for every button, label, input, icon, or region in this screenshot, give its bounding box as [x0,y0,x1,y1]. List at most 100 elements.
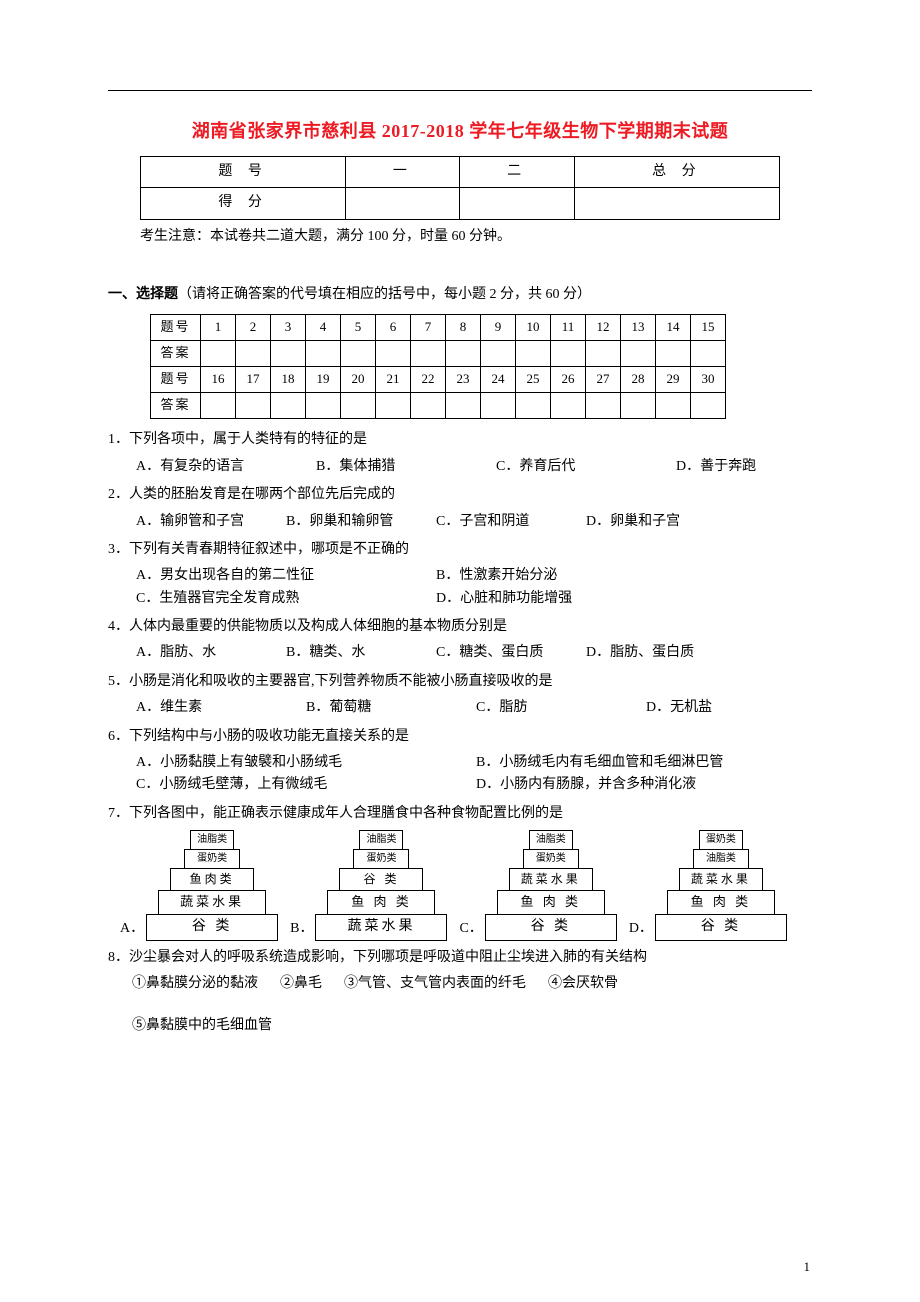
pyramid-option: A．油脂类蛋奶类鱼肉类蔬菜水果谷 类 [120,831,278,940]
q1-choice-c: C．养育后代 [496,456,676,478]
q5-choice-c: C．脂肪 [476,697,646,719]
at-a [446,341,481,367]
at-a [656,393,691,419]
section1-label-rest: （请将正确答案的代号填在相应的括号中，每小题 2 分，共 60 分） [178,287,591,302]
pyramid-row: 谷 类 [146,914,278,940]
at-label-0: 题号 [151,315,201,341]
q8-item-5: ⑤鼻黏膜中的毛细血管 [108,1015,812,1037]
answer-row-nums2: 题号 16 17 18 19 20 21 22 23 24 25 26 27 2… [151,367,726,393]
pyramid: 油脂类蛋奶类谷 类鱼 肉 类蔬菜水果 [315,831,447,940]
at-n: 5 [341,315,376,341]
q6-choice-d: D．小肠内有肠腺，并含多种消化液 [476,774,776,796]
q5-stem: 5．小肠是消化和吸收的主要器官,下列营养物质不能被小肠直接吸收的是 [108,671,812,693]
q2-choice-a: A．输卵管和子宫 [136,511,286,533]
q8-item-4: ④会厌软骨 [548,973,618,995]
pyramid: 蛋奶类油脂类蔬菜水果鱼 肉 类谷 类 [655,831,787,940]
q6-stem: 6．下列结构中与小肠的吸收功能无直接关系的是 [108,726,812,748]
at-n: 12 [586,315,621,341]
pyramid-row: 蛋奶类 [353,849,409,869]
pyramid-row: 油脂类 [693,849,749,869]
q4-stem: 4．人体内最重要的供能物质以及构成人体细胞的基本物质分别是 [108,616,812,638]
at-a [341,341,376,367]
q8-items-line1: ①鼻黏膜分泌的黏液 ②鼻毛 ③气管、支气管内表面的纤毛 ④会厌软骨 [108,973,812,995]
q8-num: 8． [108,950,129,965]
at-a [411,341,446,367]
q7-num: 7． [108,806,129,821]
pyramid-option: D．蛋奶类油脂类蔬菜水果鱼 肉 类谷 类 [629,831,787,940]
question-6: 6．下列结构中与小肠的吸收功能无直接关系的是 A．小肠黏膜上有皱襞和小肠绒毛 B… [108,726,812,797]
at-a [306,393,341,419]
at-a [691,341,726,367]
q7-text: 下列各图中，能正确表示健康成年人合理膳食中各种食物配置比例的是 [129,806,563,821]
at-a [586,393,621,419]
at-a [271,341,306,367]
at-a [376,393,411,419]
answer-table: 题号 1 2 3 4 5 6 7 8 9 10 11 12 13 14 15 答… [150,314,726,419]
q3-text: 下列有关青春期特征叙述中，哪项是不正确的 [129,542,409,557]
q5-choice-a: A．维生素 [136,697,306,719]
q1-choice-a: A．有复杂的语言 [136,456,316,478]
q6-choice-a: A．小肠黏膜上有皱襞和小肠绒毛 [136,752,476,774]
score-header-row: 题 号 一 二 总 分 [141,156,780,187]
at-a [201,393,236,419]
score-table: 题 号 一 二 总 分 得 分 [140,156,780,220]
pyramid-row: 油脂类 [359,830,403,850]
at-a [586,341,621,367]
q5-choice-b: B．葡萄糖 [306,697,476,719]
section1-label-bold: 一、选择题 [108,287,178,302]
q3-choices: A．男女出现各自的第二性征 B．性激素开始分泌 C．生殖器官完全发育成熟 D．心… [108,565,812,610]
pyramid-option-label: A． [120,918,144,940]
at-n: 17 [236,367,271,393]
score-row-label: 得 分 [141,188,346,219]
pyramid: 油脂类蛋奶类鱼肉类蔬菜水果谷 类 [146,831,278,940]
at-a [201,341,236,367]
at-a [236,341,271,367]
at-n: 18 [271,367,306,393]
q2-num: 2． [108,487,129,502]
at-n: 27 [586,367,621,393]
at-a [376,341,411,367]
at-n: 7 [411,315,446,341]
at-n: 22 [411,367,446,393]
at-a [516,341,551,367]
at-a [306,341,341,367]
at-n: 14 [656,315,691,341]
at-n: 16 [201,367,236,393]
at-label-2: 题号 [151,367,201,393]
q5-text: 小肠是消化和吸收的主要器官,下列营养物质不能被小肠直接吸收的是 [129,674,553,689]
at-n: 1 [201,315,236,341]
exam-title: 湖南省张家界市慈利县 2017-2018 学年七年级生物下学期期末试题 [108,117,812,146]
q4-choice-d: D．脂肪、蛋白质 [586,642,736,664]
at-n: 13 [621,315,656,341]
q8-item-1: ①鼻黏膜分泌的黏液 [132,973,258,995]
at-n: 4 [306,315,341,341]
pyramid-row: 蔬菜水果 [679,868,763,891]
at-a [551,341,586,367]
score-cell-2 [460,188,574,219]
at-n: 25 [516,367,551,393]
q1-choice-b: B．集体捕猎 [316,456,496,478]
pyramid-row: 蛋奶类 [699,830,743,850]
q1-num: 1． [108,432,129,447]
at-n: 24 [481,367,516,393]
pyramid: 油脂类蛋奶类蔬菜水果鱼 肉 类谷 类 [485,831,617,940]
pyramid-row: 谷 类 [485,914,617,940]
at-n: 23 [446,367,481,393]
q2-stem: 2．人类的胚胎发育是在哪两个部位先后完成的 [108,484,812,506]
q7-pyramids: A．油脂类蛋奶类鱼肉类蔬菜水果谷 类B．油脂类蛋奶类谷 类鱼 肉 类蔬菜水果C．… [126,831,812,940]
question-7: 7．下列各图中，能正确表示健康成年人合理膳食中各种食物配置比例的是 A．油脂类蛋… [108,803,812,941]
at-n: 8 [446,315,481,341]
at-n: 29 [656,367,691,393]
at-a [656,341,691,367]
q6-choice-b: B．小肠绒毛内有毛细血管和毛细淋巴管 [476,752,776,774]
pyramid-row: 油脂类 [529,830,573,850]
q3-choice-b: B．性激素开始分泌 [436,565,736,587]
question-3: 3．下列有关青春期特征叙述中，哪项是不正确的 A．男女出现各自的第二性征 B．性… [108,539,812,610]
at-label-1: 答案 [151,341,201,367]
q5-choice-d: D．无机盐 [646,697,816,719]
q7-stem: 7．下列各图中，能正确表示健康成年人合理膳食中各种食物配置比例的是 [108,803,812,825]
question-list: 1．下列各项中，属于人类特有的特征的是 A．有复杂的语言 B．集体捕猎 C．养育… [108,429,812,1037]
at-n: 26 [551,367,586,393]
at-n: 21 [376,367,411,393]
q1-choice-d: D．善于奔跑 [676,456,856,478]
